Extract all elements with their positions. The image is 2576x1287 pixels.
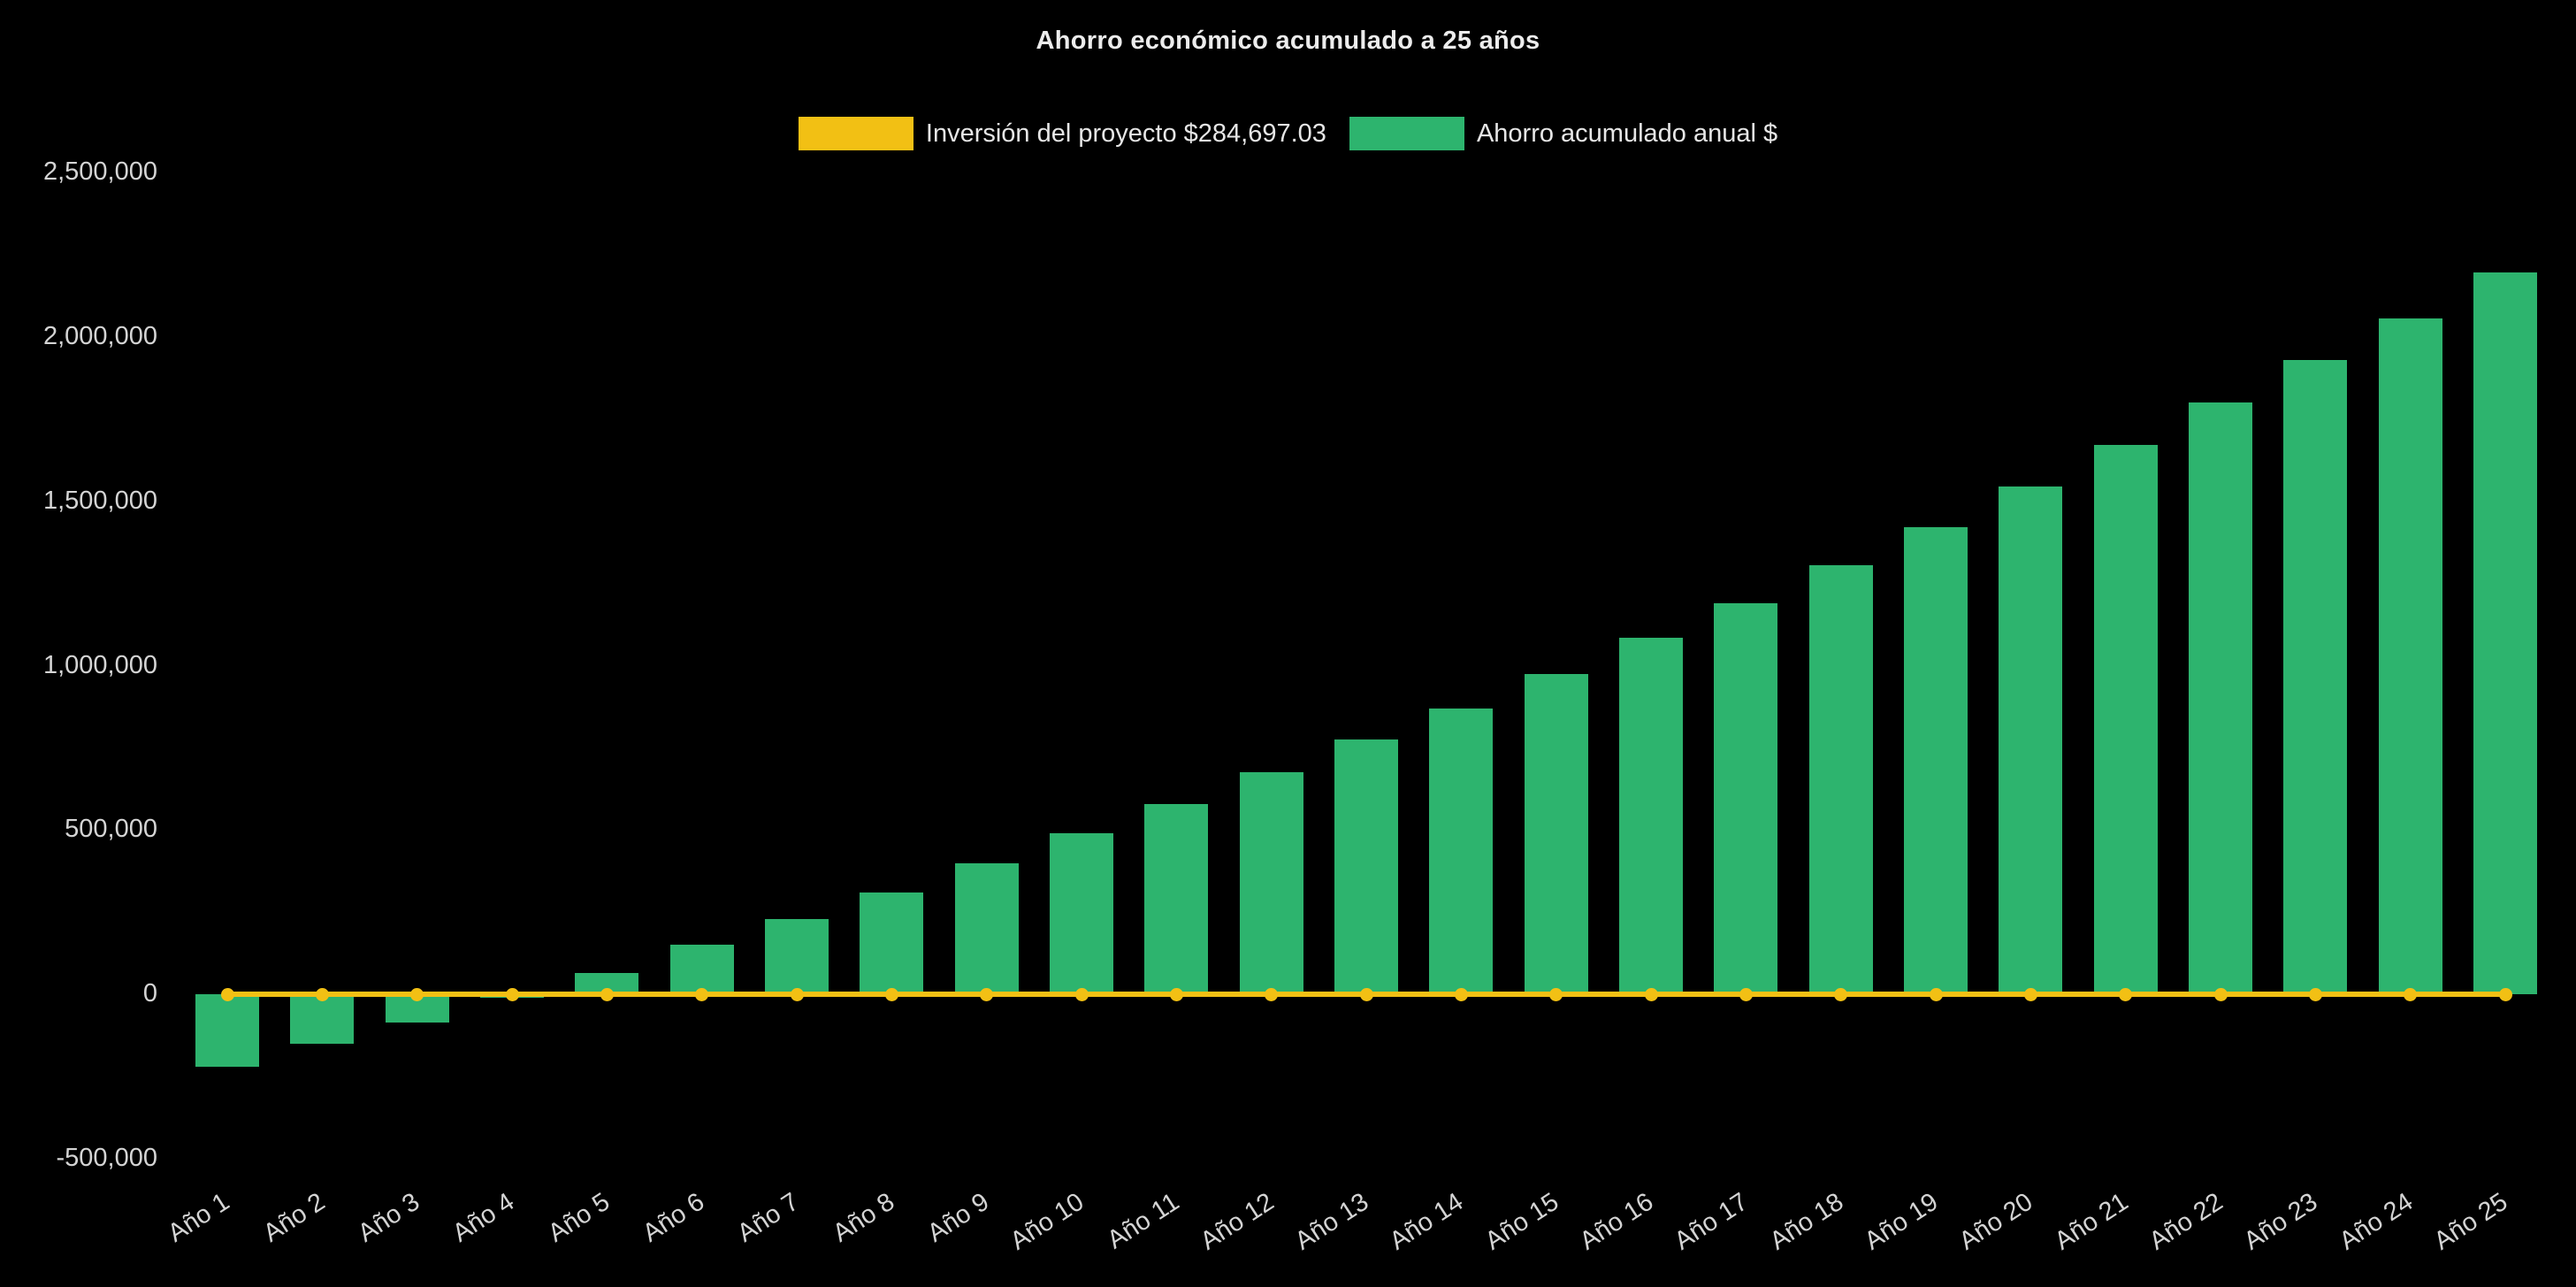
investment-line-marker — [1359, 987, 1373, 1001]
x-axis-label: Año 8 — [827, 1187, 899, 1248]
legend-label-investment: Inversión del proyecto $284,697.03 — [925, 119, 1326, 148]
y-axis-label: 500,000 — [65, 815, 157, 844]
investment-line-marker — [695, 987, 709, 1001]
investment-line-marker — [2213, 987, 2228, 1001]
x-axis-label: Año 13 — [1289, 1187, 1374, 1256]
investment-line-marker — [884, 987, 898, 1001]
y-axis-label: 0 — [142, 979, 157, 1008]
investment-line-marker — [2308, 987, 2322, 1001]
savings-swatch-icon — [1349, 117, 1464, 150]
x-axis-label: Año 21 — [2049, 1187, 2134, 1256]
x-axis-label: Año 16 — [1574, 1187, 1659, 1256]
investment-line-marker — [1454, 987, 1468, 1001]
investment-line-marker — [1169, 987, 1183, 1001]
bar — [1904, 527, 1968, 995]
bar — [1334, 739, 1398, 995]
legend-item-investment[interactable]: Inversión del proyecto $284,697.03 — [798, 117, 1326, 150]
x-axis-label: Año 20 — [1954, 1187, 2038, 1256]
investment-line-marker — [1739, 987, 1753, 1001]
bar — [765, 918, 829, 995]
x-axis-label: Año 24 — [2334, 1187, 2419, 1256]
bar — [2093, 445, 2158, 995]
bar — [1619, 637, 1683, 995]
bar — [2473, 272, 2537, 995]
investment-line-marker — [1644, 987, 1658, 1001]
bar — [2189, 402, 2252, 995]
bar — [1808, 565, 1873, 995]
y-axis-label: 1,000,000 — [42, 650, 157, 679]
bar — [195, 994, 259, 1067]
x-axis-label: Año 11 — [1102, 1187, 1184, 1255]
investment-line-marker — [1929, 987, 1943, 1001]
investment-line-marker — [1265, 987, 1279, 1001]
x-axis-label: Año 1 — [163, 1187, 235, 1248]
bar — [954, 862, 1019, 995]
y-axis-label: -500,000 — [56, 1144, 158, 1172]
investment-line-marker — [980, 987, 994, 1001]
x-axis-label: Año 5 — [542, 1187, 615, 1248]
bar — [1999, 486, 2063, 995]
x-axis-label: Año 6 — [638, 1187, 710, 1248]
investment-swatch-icon — [798, 117, 913, 150]
bar — [1144, 803, 1209, 995]
investment-line-marker — [2498, 987, 2512, 1001]
bar — [2378, 318, 2442, 995]
legend-label-savings: Ahorro acumulado anual $ — [1476, 119, 1778, 148]
x-axis-label: Año 25 — [2428, 1187, 2513, 1256]
investment-line-marker — [505, 987, 519, 1001]
legend-item-savings[interactable]: Ahorro acumulado anual $ — [1349, 117, 1777, 150]
investment-line-marker — [1834, 987, 1848, 1001]
investment-line-marker — [1074, 987, 1089, 1001]
x-axis-label: Año 22 — [2144, 1187, 2228, 1256]
y-axis-label: 1,500,000 — [42, 486, 157, 515]
x-axis-label: Año 9 — [922, 1187, 995, 1248]
bar — [1050, 833, 1113, 995]
bar — [290, 994, 355, 1044]
chart-legend: Inversión del proyecto $284,697.03 Ahorr… — [0, 117, 2576, 150]
x-axis-label: Año 10 — [1005, 1187, 1089, 1256]
x-axis-label: Año 14 — [1385, 1187, 1469, 1256]
y-axis-label: 2,500,000 — [42, 157, 157, 186]
x-axis-label: Año 12 — [1195, 1187, 1280, 1256]
x-axis-label: Año 15 — [1479, 1187, 1564, 1256]
investment-line-marker — [410, 987, 424, 1001]
x-axis-label: Año 18 — [1764, 1187, 1849, 1256]
investment-line-marker — [2119, 987, 2133, 1001]
x-axis-label: Año 4 — [447, 1187, 520, 1248]
x-axis-label: Año 19 — [1859, 1187, 1944, 1256]
investment-line-marker — [220, 987, 234, 1001]
bar — [1429, 708, 1494, 995]
x-axis-label: Año 17 — [1670, 1187, 1754, 1256]
investment-line-marker — [2023, 987, 2037, 1001]
x-axis-label: Año 2 — [257, 1187, 330, 1248]
x-axis-label: Año 7 — [732, 1187, 805, 1248]
plot-area: Año 1 Año 2 Año 3 Año 4 Año 5 Año 6 Año 7 Año 8… — [163, 172, 2560, 1256]
investment-line-marker — [1549, 987, 1563, 1001]
bar — [2283, 359, 2348, 995]
investment-line-marker — [600, 987, 614, 1001]
investment-line-marker — [315, 987, 329, 1001]
bar — [1524, 673, 1588, 995]
bar — [860, 892, 924, 995]
x-axis-label: Año 3 — [353, 1187, 425, 1248]
bar — [1714, 602, 1778, 995]
bar — [669, 945, 734, 995]
investment-line-marker — [2404, 987, 2418, 1001]
bar — [1239, 772, 1303, 995]
x-axis-label: Año 23 — [2239, 1187, 2323, 1256]
chart-title: Ahorro económico acumulado a 25 años — [1036, 27, 1540, 55]
y-axis-label: 2,000,000 — [42, 321, 157, 350]
investment-line-marker — [790, 987, 804, 1001]
